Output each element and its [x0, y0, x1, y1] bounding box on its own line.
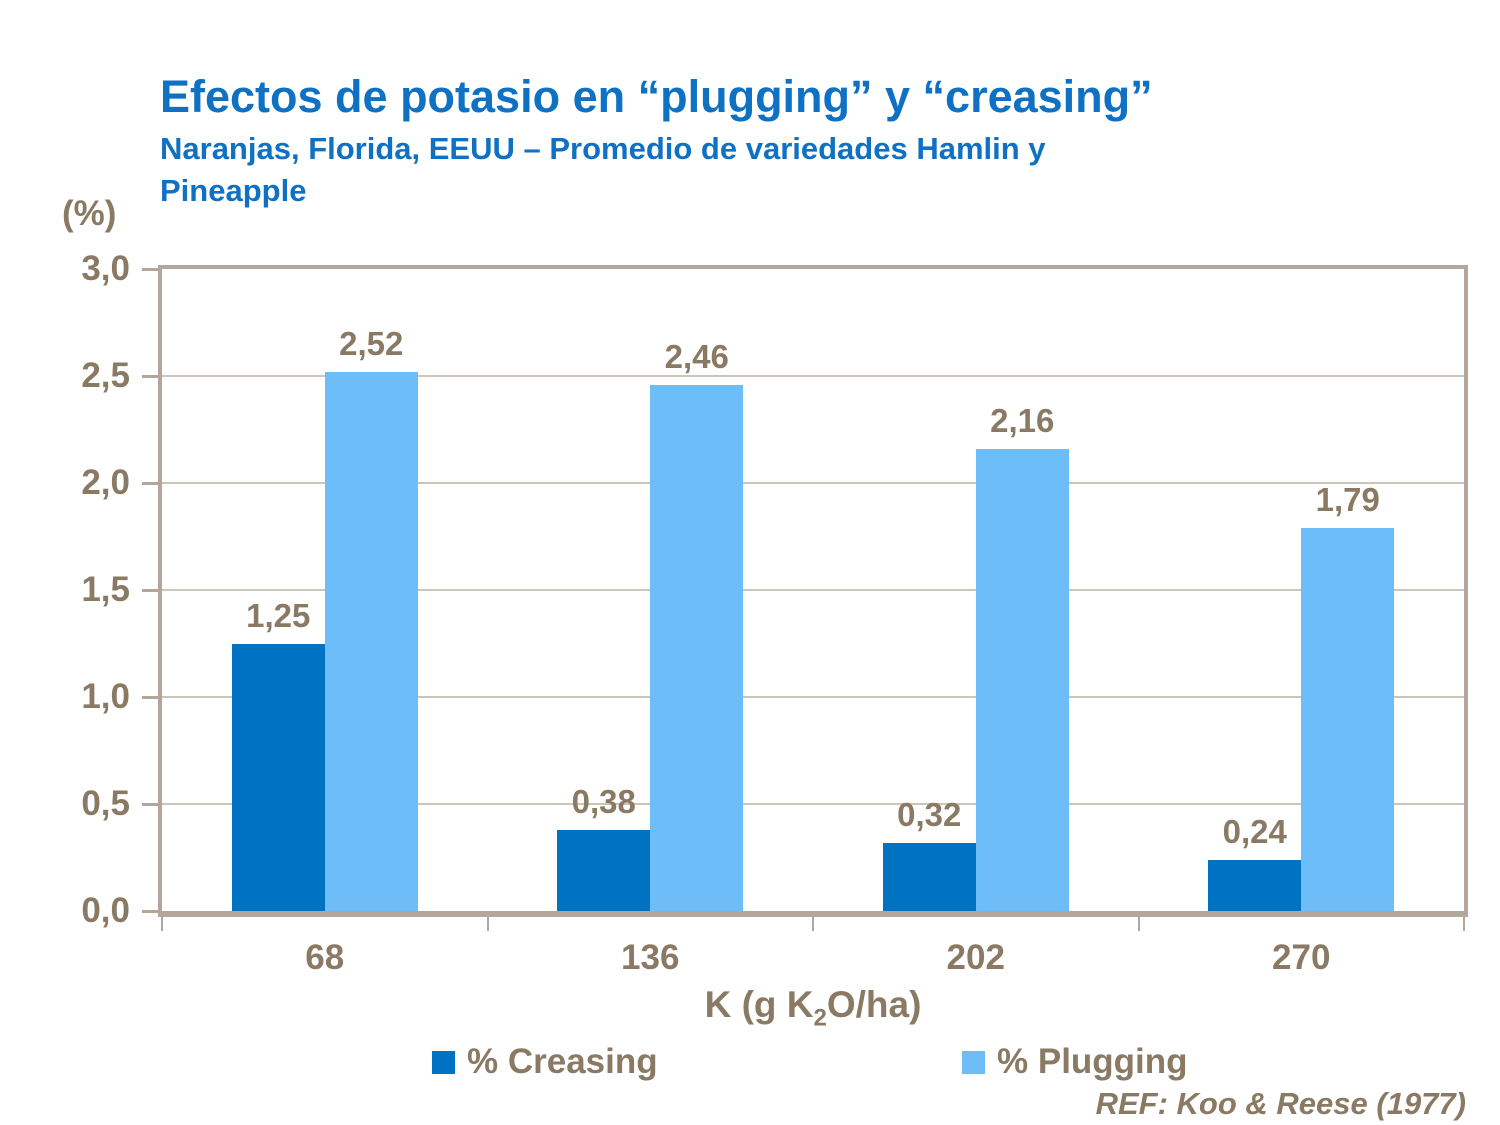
plugging-bar-68	[324, 371, 418, 911]
y-axis-unit-label: (%)	[62, 194, 117, 233]
chart-subtitle-line: Naranjas, Florida, EEUU – Promedio de va…	[160, 131, 1046, 166]
data-label-0,38: 0,38	[571, 782, 636, 820]
chart-subtitle-line: Pineapple	[160, 173, 307, 208]
legend-item-plugging: % Plugging	[962, 1042, 1188, 1082]
x-tick-mark	[161, 917, 163, 931]
x-category-label-136: 136	[621, 938, 680, 977]
x-axis-title-suffix: O/ha)	[826, 984, 922, 1025]
y-tick-mark	[142, 696, 158, 699]
x-category-label-202: 202	[946, 938, 1005, 977]
y-tick-label: 0,5	[81, 784, 130, 823]
plugging-bar-202	[975, 448, 1069, 911]
y-tick-label: 0,0	[81, 891, 130, 930]
creasing-bar-136	[557, 829, 651, 911]
creasing-bar-270	[1208, 859, 1302, 911]
plot-area: 1,25 2,52 0,38 2,46 0,32 2,16 0,24 1,79	[162, 269, 1464, 911]
y-tick-mark	[142, 482, 158, 485]
legend-item-creasing: % Creasing	[432, 1042, 658, 1082]
creasing-bar-68	[231, 643, 325, 911]
plugging-bar-270	[1301, 527, 1395, 911]
y-tick-mark	[142, 268, 158, 271]
reference-note: REF: Koo & Reese (1977)	[1095, 1086, 1466, 1121]
x-tick-mark	[1463, 917, 1465, 931]
legend-swatch-creasing	[432, 1050, 455, 1074]
data-label-2,46: 2,46	[664, 337, 729, 375]
y-tick-label: 1,0	[81, 677, 130, 716]
gridline-1,0	[162, 696, 1464, 698]
y-tick-mark	[142, 375, 158, 378]
gridline-2,5	[162, 375, 1464, 377]
legend-swatch-plugging	[962, 1050, 985, 1074]
data-label-0,32: 0,32	[897, 795, 962, 833]
gridline-2,0	[162, 482, 1464, 484]
legend-label: % Creasing	[467, 1042, 658, 1081]
x-category-label-270: 270	[1272, 938, 1331, 977]
y-tick-label: 1,5	[81, 570, 130, 609]
chart-title: Efectos de potasio en “plugging” y “crea…	[160, 71, 1153, 122]
x-axis-title-subscript: 2	[813, 1004, 827, 1032]
y-tick-mark	[142, 910, 158, 913]
gridline-1,5	[162, 589, 1464, 591]
y-tick-label: 3,0	[81, 249, 130, 288]
y-tick-mark	[142, 803, 158, 806]
x-axis-title: K (g K2O/ha)	[158, 984, 1468, 1032]
data-label-2,16: 2,16	[990, 401, 1055, 439]
y-tick-label: 2,5	[81, 356, 130, 395]
data-label-2,52: 2,52	[339, 324, 404, 362]
plugging-bar-136	[650, 384, 744, 911]
x-tick-mark	[1137, 917, 1140, 931]
x-axis-title-prefix: K (g K	[704, 984, 814, 1025]
chart-subtitle: Naranjas, Florida, EEUU – Promedio de va…	[160, 128, 1046, 212]
x-tick-mark	[812, 917, 814, 931]
creasing-bar-202	[882, 842, 976, 911]
gridline-0,5	[162, 803, 1464, 805]
data-label-0,24: 0,24	[1222, 812, 1287, 850]
data-label-1,79: 1,79	[1315, 480, 1380, 518]
x-tick-mark	[486, 917, 489, 931]
y-tick-mark	[142, 589, 158, 592]
x-category-label-68: 68	[305, 938, 345, 977]
y-tick-label: 2,0	[81, 463, 130, 502]
data-label-1,25: 1,25	[246, 596, 311, 634]
legend-label: % Plugging	[997, 1042, 1188, 1081]
